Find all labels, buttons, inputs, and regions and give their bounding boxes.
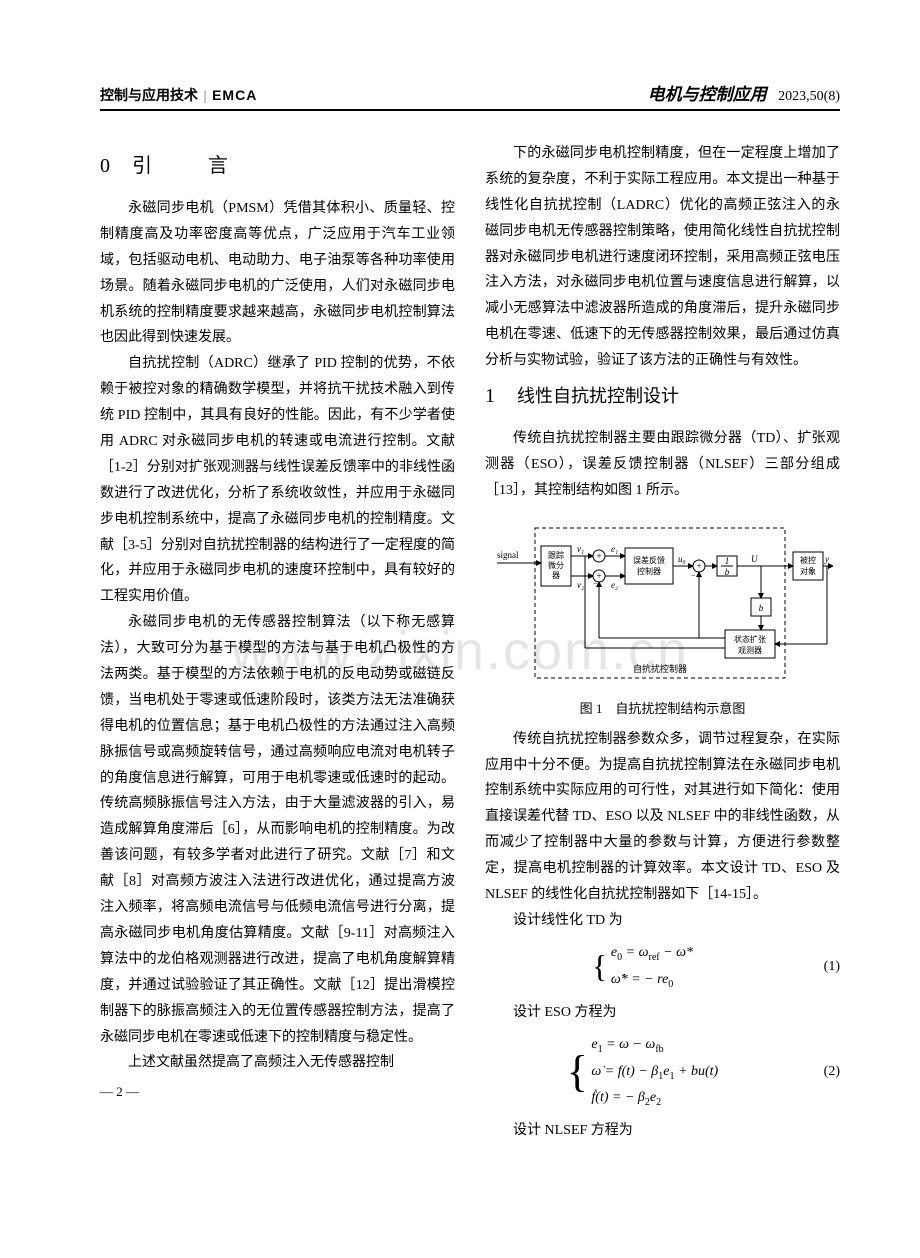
fig-label-td-1: 跟踪 [548,550,564,560]
header-section-en: EMCA [212,87,257,103]
fig-label-b: b [758,603,763,613]
equation-2-num: (2) [800,1064,840,1080]
page: 控制与应用技术 | EMCA 电机与控制应用 2023,50(8) 0 引 言 … [0,0,920,1184]
page-number: — 2 — [100,1084,455,1100]
header-left: 控制与应用技术 | EMCA [100,85,257,105]
design-nlsef: 设计 NLSEF 方程为 [485,1118,840,1144]
paragraph: 下的永磁同步电机控制精度，但在一定程度上增加了系统的复杂度，不利于实际工程应用。… [485,141,840,374]
header-right: 电机与控制应用 2023,50(8) [648,80,840,105]
fig-label-plant-1: 被控 [800,555,816,565]
equation-2: { e1 = ω − ωfbω̇ = f(t) − β1e1 + bu(t)ḟ(… [485,1032,840,1113]
figure-1: signal 跟踪 微分 器 v₁ v₂ + + [485,518,840,717]
paragraph: 自抗扰控制（ADRC）继承了 PID 控制的优势，不依赖于被控对象的精确数学模型… [100,351,455,610]
fig-label-e1: e₁ [611,544,618,554]
fig-label-y: y [824,554,829,564]
section-1-header: 1 线性自抗扰控制设计 [485,382,840,408]
svg-text:−: − [593,579,598,588]
svg-text:+: + [596,551,601,561]
fig-label-v1: v₁ [577,544,584,554]
fig-label-signal: signal [497,550,519,560]
figure-1-svg: signal 跟踪 微分 器 v₁ v₂ + + [493,518,833,688]
fig-label-nlsef-2: 控制器 [637,566,661,576]
fig-label-v2: v₂ [577,580,584,590]
paragraph: 传统自抗扰控制器主要由跟踪微分器（TD）、扩张观测器（ESO），误差反馈控制器（… [485,426,840,504]
fig-label-u0: u₀ [678,554,686,564]
fig-label-eso-1: 状态扩张 [734,634,766,644]
paragraph: 永磁同步电机的无传感器控制算法（以下称无感算法），大致可分为基于模型的方法与基于… [100,610,455,1050]
design-eso: 设计 ESO 方程为 [485,1000,840,1026]
fig-label-U: U [751,554,758,564]
right-column: 下的永磁同步电机控制精度，但在一定程度上增加了系统的复杂度，不利于实际工程应用。… [485,141,840,1144]
section-0-title: 引 言 [132,155,246,177]
fig-label-frame: 自抗扰控制器 [632,663,686,674]
page-header: 控制与应用技术 | EMCA 电机与控制应用 2023,50(8) [100,80,840,111]
paragraph: 永磁同步电机（PMSM）凭借其体积小、质量轻、控制精度高及功率密度高等优点，广泛… [100,196,455,351]
svg-text:+: + [696,561,701,571]
fig-label-plant-2: 对象 [800,566,816,576]
fig-label-e2: e₂ [611,580,618,590]
fig-label-td-2: 微分 [548,560,564,570]
content-columns: 0 引 言 永磁同步电机（PMSM）凭借其体积小、质量轻、控制精度高及功率密度高… [100,141,840,1144]
figure-1-caption: 图 1 自抗扰控制结构示意图 [485,698,840,717]
section-0-num: 0 [100,155,110,178]
svg-text:1: 1 [724,556,729,566]
design-td: 设计线性化 TD 为 [485,908,840,934]
equation-1: { e0 = ωref − ω*ω̇* = − re0 (1) [485,940,840,994]
section-0-header: 0 引 言 [100,149,455,178]
section-1-title: 线性自抗扰控制设计 [517,386,679,406]
equation-1-num: (1) [800,959,840,975]
paragraph: 传统自抗扰控制器参数众多，调节过程复杂，在实际应用中十分不便。为提高自抗扰控制算… [485,727,840,908]
journal-name: 电机与控制应用 [648,85,767,104]
fig-label-eso-2: 观测器 [738,646,762,655]
fig-label-td-3: 器 [552,571,560,580]
svg-text:−: − [691,571,696,580]
header-section-cn: 控制与应用技术 [100,89,198,104]
section-1-num: 1 [485,385,495,408]
svg-text:b: b [724,567,729,577]
left-column: 0 引 言 永磁同步电机（PMSM）凭借其体积小、质量轻、控制精度高及功率密度高… [100,141,455,1144]
fig-label-nlsef-1: 误差反馈 [633,555,665,565]
issue: 2023,50(8) [778,89,840,104]
paragraph: 上述文献虽然提高了高频注入无传感器控制 [100,1050,455,1076]
